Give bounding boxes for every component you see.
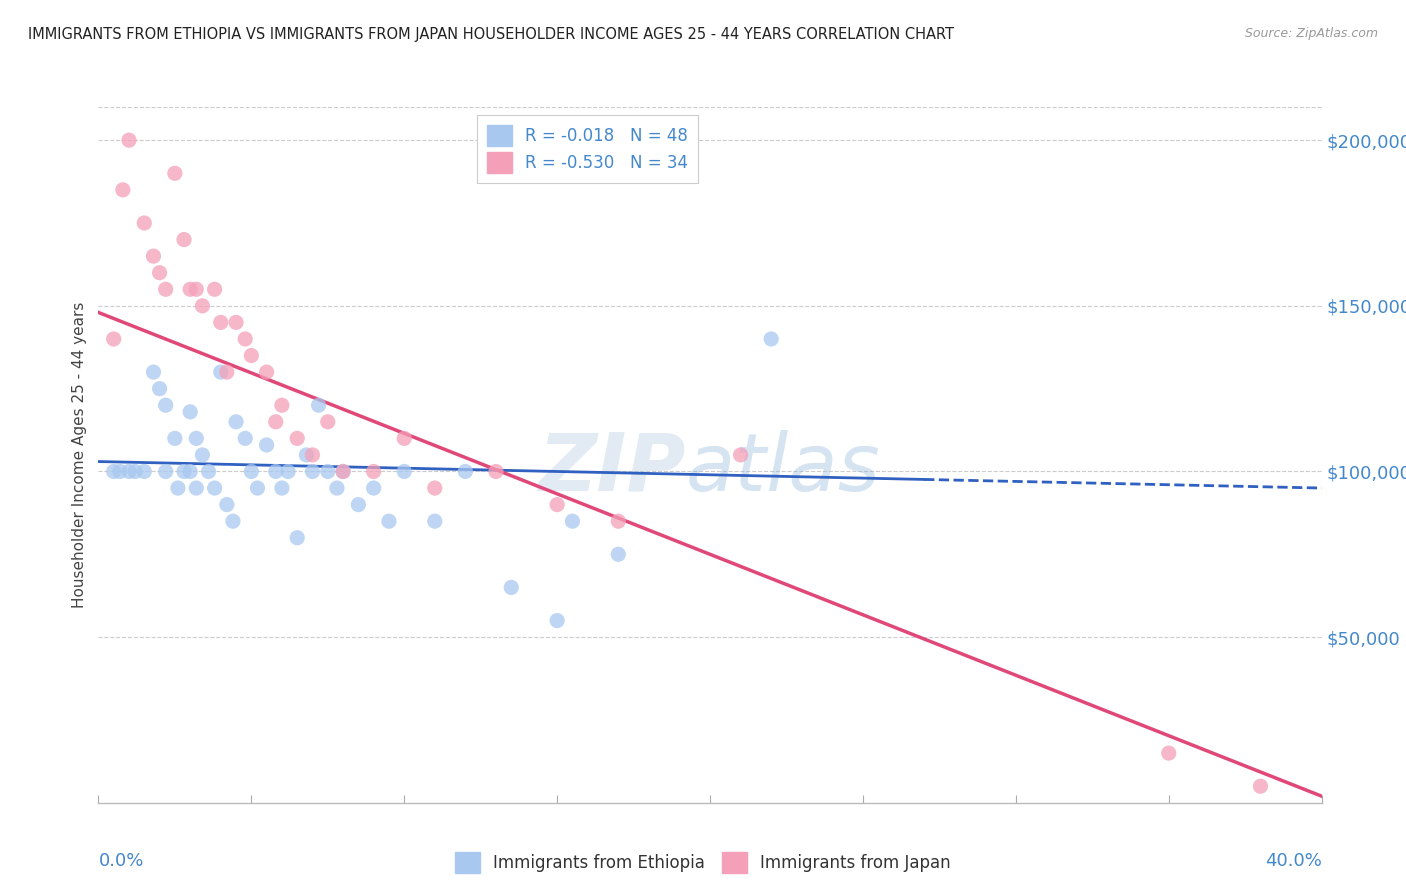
Point — [233, 431, 256, 445]
Point — [186, 481, 208, 495]
Text: 40.0%: 40.0% — [1265, 852, 1322, 870]
Point — [301, 448, 323, 462]
Point — [134, 216, 156, 230]
Text: atlas: atlas — [686, 430, 880, 508]
Point — [423, 481, 446, 495]
Point — [347, 498, 370, 512]
Point — [392, 465, 416, 479]
Point — [225, 315, 247, 329]
Point — [108, 465, 131, 479]
Text: IMMIGRANTS FROM ETHIOPIA VS IMMIGRANTS FROM JAPAN HOUSEHOLDER INCOME AGES 25 - 4: IMMIGRANTS FROM ETHIOPIA VS IMMIGRANTS F… — [28, 27, 955, 42]
Point — [256, 365, 278, 379]
Legend: Immigrants from Ethiopia, Immigrants from Japan: Immigrants from Ethiopia, Immigrants fro… — [449, 846, 957, 880]
Point — [423, 514, 446, 528]
Point — [173, 233, 195, 247]
Point — [546, 614, 568, 628]
Point — [142, 365, 165, 379]
Point — [215, 498, 238, 512]
Point — [316, 415, 339, 429]
Point — [285, 531, 308, 545]
Point — [191, 299, 214, 313]
Point — [124, 465, 146, 479]
Point — [149, 382, 172, 396]
Point — [204, 481, 226, 495]
Point — [173, 465, 195, 479]
Point — [103, 332, 125, 346]
Point — [332, 465, 354, 479]
Point — [149, 266, 172, 280]
Point — [179, 405, 201, 419]
Point — [155, 398, 177, 412]
Point — [204, 282, 226, 296]
Point — [363, 465, 385, 479]
Point — [240, 349, 263, 363]
Point — [485, 465, 508, 479]
Point — [301, 465, 323, 479]
Point — [270, 398, 292, 412]
Point — [316, 465, 339, 479]
Point — [308, 398, 330, 412]
Point — [191, 448, 214, 462]
Point — [118, 465, 141, 479]
Point — [363, 481, 385, 495]
Point — [332, 465, 354, 479]
Point — [179, 465, 201, 479]
Text: 0.0%: 0.0% — [98, 852, 143, 870]
Point — [209, 315, 232, 329]
Point — [163, 431, 186, 445]
Y-axis label: Householder Income Ages 25 - 44 years: Householder Income Ages 25 - 44 years — [72, 301, 87, 608]
Point — [326, 481, 349, 495]
Point — [501, 581, 523, 595]
Text: ZIP: ZIP — [538, 430, 686, 508]
Point — [730, 448, 752, 462]
Point — [454, 465, 477, 479]
Point — [163, 166, 186, 180]
Point — [246, 481, 269, 495]
Point — [155, 465, 177, 479]
Point — [134, 465, 156, 479]
Point — [607, 514, 630, 528]
Point — [197, 465, 219, 479]
Point — [270, 481, 292, 495]
Point — [759, 332, 782, 346]
Legend: R = -0.018   N = 48, R = -0.530   N = 34: R = -0.018 N = 48, R = -0.530 N = 34 — [477, 115, 699, 183]
Point — [561, 514, 583, 528]
Point — [264, 415, 287, 429]
Point — [209, 365, 232, 379]
Point — [179, 282, 201, 296]
Point — [1249, 779, 1271, 793]
Point — [295, 448, 318, 462]
Point — [118, 133, 141, 147]
Point — [240, 465, 263, 479]
Point — [103, 465, 125, 479]
Point — [256, 438, 278, 452]
Point — [142, 249, 165, 263]
Point — [167, 481, 190, 495]
Point — [186, 431, 208, 445]
Text: Source: ZipAtlas.com: Source: ZipAtlas.com — [1244, 27, 1378, 40]
Point — [277, 465, 299, 479]
Point — [1157, 746, 1180, 760]
Point — [215, 365, 238, 379]
Point — [607, 547, 630, 561]
Point — [392, 431, 416, 445]
Point — [264, 465, 287, 479]
Point — [546, 498, 568, 512]
Point — [111, 183, 134, 197]
Point — [378, 514, 401, 528]
Point — [186, 282, 208, 296]
Point — [225, 415, 247, 429]
Point — [233, 332, 256, 346]
Point — [222, 514, 245, 528]
Point — [285, 431, 308, 445]
Point — [155, 282, 177, 296]
